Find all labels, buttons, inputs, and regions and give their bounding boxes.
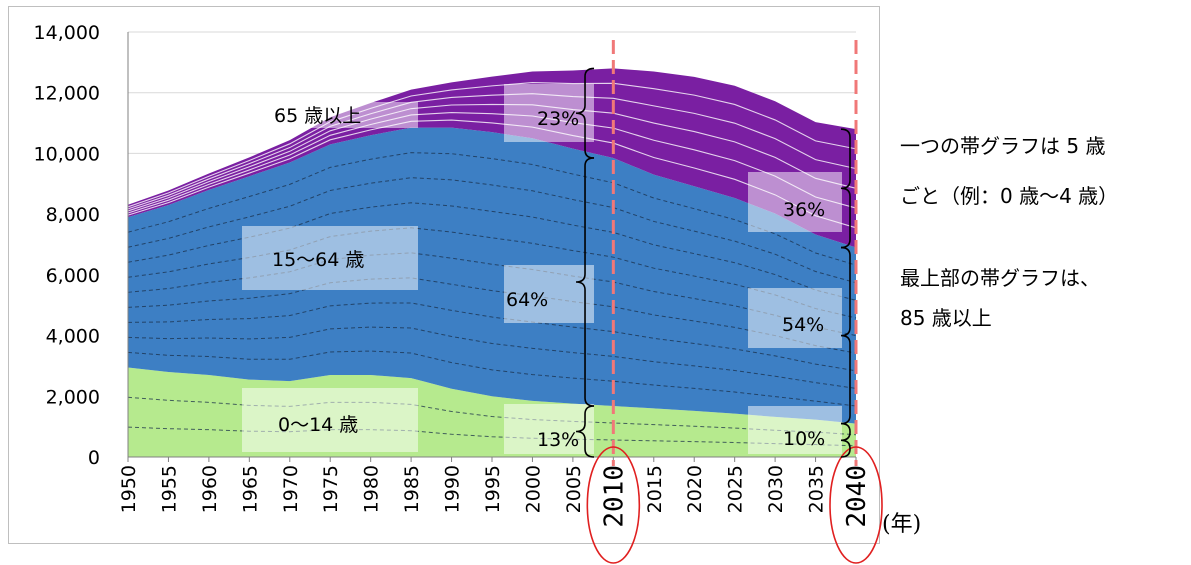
note-line-3: 最上部の帯グラフは、 (900, 266, 1100, 290)
age-band-line (127, 277, 857, 354)
y-tick-label: 6,000 (46, 265, 100, 287)
share-2040-young-box (748, 406, 842, 454)
x-tick-label: 1995 (482, 465, 504, 513)
x-tick-label: 2035 (806, 465, 828, 513)
x-tick-label: 1970 (280, 465, 302, 513)
area-series-1 (128, 127, 856, 424)
note-line-2: ごと（例：0 歳〜4 歳） (900, 184, 1119, 208)
y-tick-label: 10,000 (34, 143, 100, 165)
label-0-14-box (242, 388, 418, 452)
x-tick-label: 2030 (765, 465, 787, 513)
brace-2040-old (840, 128, 851, 249)
brace-2040-working (840, 246, 851, 425)
share-2040-working: 54% (782, 314, 824, 336)
x-axis-unit: (年) (882, 512, 922, 537)
share-2040-young: 10% (783, 428, 825, 450)
age-band-line (127, 177, 857, 284)
y-tick-label: 2,000 (46, 386, 100, 408)
x-tick-label: 2015 (644, 465, 666, 513)
share-2010-working: 64% (506, 289, 548, 311)
age-band-line (127, 119, 857, 229)
age-band-line (127, 202, 857, 301)
highlight-year-ellipse (829, 446, 883, 564)
label-15-64: 15〜64 歳 (272, 249, 364, 271)
x-tick-label-highlight: 2040 (842, 465, 872, 528)
x-tick-label: 2020 (684, 465, 706, 513)
age-band-line (127, 302, 857, 372)
age-band-line (127, 103, 857, 212)
label-65plus: 65 歳以上 (274, 105, 361, 127)
share-2040-old-box (748, 172, 842, 232)
age-band-line (127, 82, 857, 208)
y-tick-label: 8,000 (46, 204, 100, 226)
x-tick-label: 1955 (158, 465, 180, 513)
x-tick-label: 2000 (522, 465, 544, 513)
y-tick-label: 14,000 (34, 22, 100, 44)
x-tick-label: 1960 (199, 465, 221, 513)
share-2040-working-box (748, 288, 842, 348)
share-2010-young: 13% (537, 429, 579, 451)
age-band-line (127, 93, 857, 210)
area-series-2 (128, 68, 856, 248)
x-tick-label: 1980 (361, 465, 383, 513)
age-band-line (127, 350, 857, 407)
x-tick-label: 1985 (401, 465, 423, 513)
highlight-year-ellipse (586, 446, 641, 564)
note-line-1: 一つの帯グラフは 5 歳 (900, 134, 1106, 158)
y-tick-label: 12,000 (34, 83, 100, 105)
label-0-14: 0〜14 歳 (278, 414, 358, 436)
x-tick-label: 1975 (320, 465, 342, 513)
share-2010-working-box (504, 265, 594, 323)
note-line-4: 85 歳以上 (900, 306, 992, 330)
label-65plus-box (262, 102, 418, 128)
share-2040-old: 36% (783, 199, 825, 221)
chart-frame (8, 6, 880, 544)
x-tick-label: 1990 (442, 465, 464, 513)
y-tick-label: 0 (88, 447, 100, 469)
label-15-64-box (242, 226, 418, 290)
x-tick-label: 2005 (563, 465, 585, 513)
x-tick-label-highlight: 2010 (599, 465, 629, 528)
x-tick-label: 1965 (239, 465, 261, 513)
x-tick-label: 2025 (725, 465, 747, 513)
share-2010-old: 23% (537, 108, 579, 130)
x-tick-label: 1950 (118, 465, 140, 513)
age-band-line (127, 326, 857, 389)
brace-2040-young (840, 422, 851, 458)
age-band-line (127, 111, 857, 214)
y-tick-label: 4,000 (46, 326, 100, 348)
age-band-line (127, 152, 857, 266)
share-2010-young-box (504, 404, 594, 454)
